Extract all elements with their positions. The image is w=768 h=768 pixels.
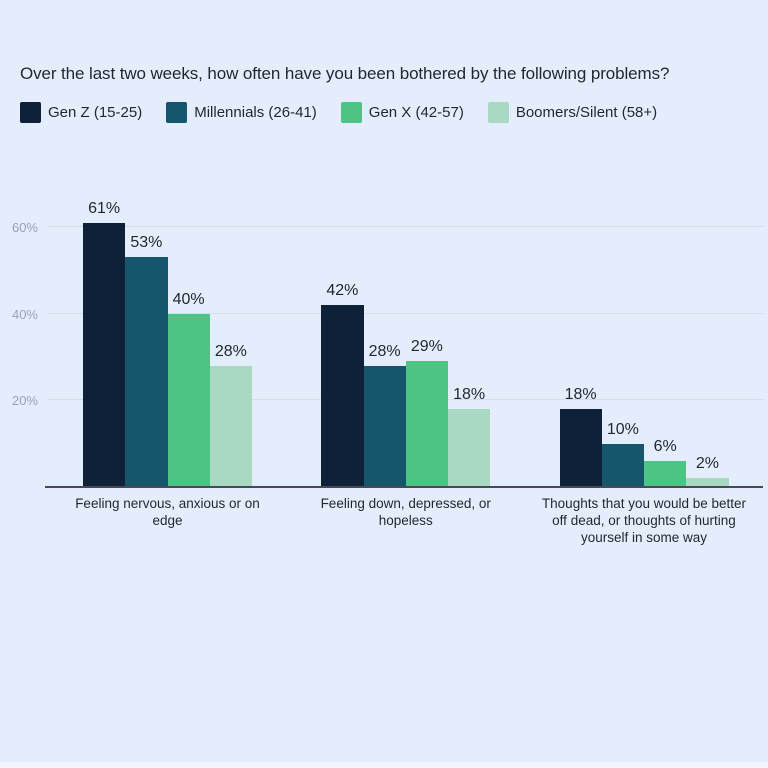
bar-value-label: 18% [564,386,597,404]
y-axis-tick-label: 40% [11,306,38,322]
plot-area: 20% 40% 60% 61% 53% 40% 28% Feeling nervous, an… [12,190,763,545]
bar-value-label: 42% [326,282,359,300]
x-axis-line [45,486,763,488]
bar-value-label: 61% [88,199,121,217]
legend-label: Boomers/Silent (58+) [515,104,658,121]
legend-swatch [487,102,509,123]
legend-item: Millennials (26-41) [166,102,317,123]
bar [405,361,448,487]
bar-value-label: 28% [214,342,247,360]
bar [167,313,210,487]
legend-label: Millennials (26-41) [194,104,317,121]
legend-item: Gen X (42-57) [340,102,464,123]
legend-swatch [166,102,188,123]
legend-item: Gen Z (15-25) [20,102,142,123]
legend-swatch [20,102,41,123]
legend-swatch [340,102,362,123]
bottom-strip [0,762,768,768]
bar [321,305,364,487]
bar [125,257,168,487]
bar-value-label: 29% [410,338,443,356]
bar-value-label: 40% [172,290,205,308]
category-label: Feeling down, depressed, or hopeless [320,496,491,528]
bar-value-label: 28% [368,342,401,360]
bar [644,461,687,487]
y-axis-tick-label: 60% [11,220,38,236]
legend-label: Gen X (42-57) [368,104,464,121]
category-label: Thoughts that you would be better off de… [541,496,747,545]
bar-value-label: 6% [653,438,677,456]
gridline [48,312,763,314]
bar [601,443,644,487]
bar [209,365,252,487]
gridline [48,226,763,228]
chart-title: Over the last two weeks, how often have … [20,64,670,83]
bar-value-label: 10% [606,420,639,438]
bar [686,478,729,487]
bar-value-label: 53% [130,234,163,252]
category-label: Feeling nervous, anxious or on edge [75,496,260,528]
legend-label: Gen Z (15-25) [48,104,143,121]
bar [448,409,491,487]
bar [363,365,406,487]
y-axis-tick-label: 20% [11,393,38,409]
bar [559,409,602,487]
bar [83,222,126,487]
legend-item: Boomers/Silent (58+) [487,102,658,123]
bar-value-label: 2% [695,455,719,473]
chart-legend: Gen Z (15-25) Millennials (26-41) Gen X (4… [20,102,657,123]
bar-value-label: 18% [453,386,486,404]
